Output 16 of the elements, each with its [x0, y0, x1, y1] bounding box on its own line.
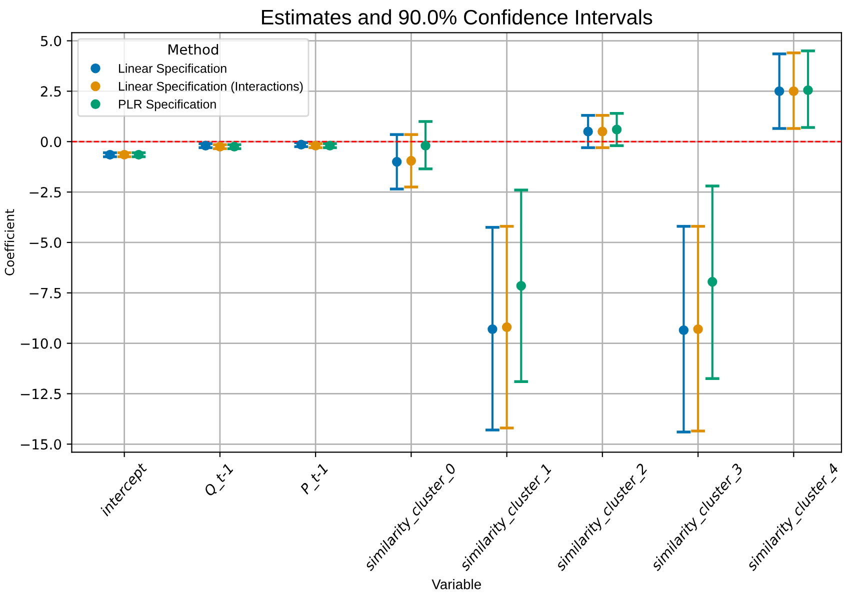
x-axis-title: Variable — [432, 579, 481, 590]
y-tick-label: 2.5 — [40, 86, 61, 97]
legend-label: Linear Specification — [119, 64, 226, 76]
legend-label: PLR Specification — [119, 99, 216, 112]
legend-label: Linear Specification (Interactions) — [119, 82, 303, 94]
legend-title: Method — [168, 44, 218, 55]
y-tick-label: 5.0 — [41, 36, 62, 46]
y-tick-label: −10.0 — [20, 338, 62, 349]
y-tick-label: −15.0 — [20, 439, 62, 450]
y-tick-label: −5.0 — [30, 237, 62, 248]
y-tick-label: −7.5 — [30, 288, 61, 298]
chart-title: Estimates and 90.0% Confidence Intervals — [262, 9, 652, 25]
y-tick-label: −2.5 — [30, 187, 61, 198]
y-axis-title: Coefficient — [4, 209, 14, 276]
y-tick-label: 0.0 — [40, 136, 62, 148]
y-tick-label: −12.5 — [20, 388, 61, 400]
